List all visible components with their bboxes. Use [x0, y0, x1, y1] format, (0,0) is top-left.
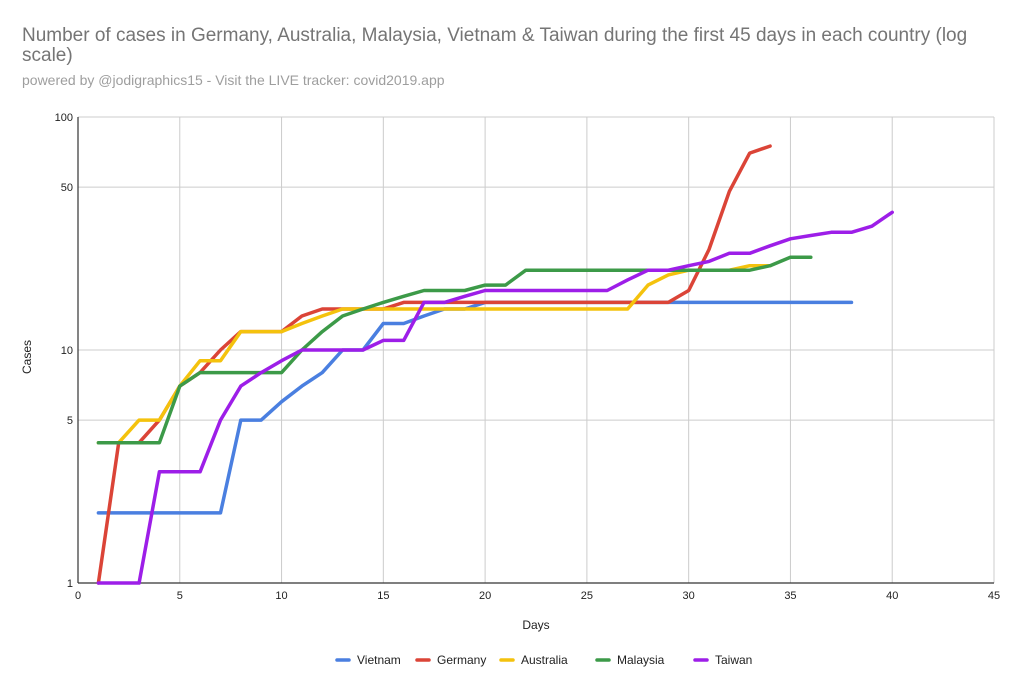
legend-label: Vietnam — [357, 653, 401, 667]
legend: Vietnam Germany Australia Malaysia Taiwan — [335, 653, 752, 667]
legend-item-taiwan[interactable]: Taiwan — [693, 653, 752, 667]
x-tick-label: 35 — [784, 590, 796, 602]
legend-label: Taiwan — [715, 653, 752, 667]
x-tick-label: 30 — [683, 590, 695, 602]
chart-subtitle: powered by @jodigraphics15 - Visit the L… — [22, 72, 445, 88]
legend-item-australia[interactable]: Australia — [499, 653, 568, 667]
chart-title: Number of cases in Germany, Australia, M… — [22, 25, 968, 66]
series-line-taiwan — [96, 210, 894, 585]
series-line-australia — [96, 263, 772, 445]
y-tick-label: 50 — [61, 182, 73, 194]
x-axis-label: Days — [522, 618, 549, 632]
x-tick-label: 0 — [75, 590, 81, 602]
series-line-vietnam — [96, 300, 854, 515]
x-tick-label: 45 — [988, 590, 1000, 602]
y-tick-label: 1 — [67, 578, 73, 590]
x-tick-label: 15 — [377, 590, 389, 602]
x-tick-label: 40 — [886, 590, 898, 602]
y-tick-label: 5 — [67, 415, 73, 427]
axes — [77, 117, 994, 584]
grid-lines — [78, 116, 995, 583]
x-tick-label: 5 — [177, 590, 183, 602]
series-layer — [96, 144, 894, 585]
x-tick-label: 20 — [479, 590, 491, 602]
legend-item-vietnam[interactable]: Vietnam — [335, 653, 401, 667]
series-line-malaysia — [96, 255, 813, 445]
legend-label: Australia — [521, 653, 568, 667]
x-tick-label: 10 — [275, 590, 287, 602]
legend-item-malaysia[interactable]: Malaysia — [595, 653, 665, 667]
y-tick-label: 100 — [55, 112, 73, 124]
y-axis-label: Cases — [20, 340, 34, 374]
legend-label: Malaysia — [617, 653, 665, 667]
legend-label: Germany — [437, 653, 486, 667]
x-tick-label: 25 — [581, 590, 593, 602]
y-tick-label: 10 — [61, 345, 73, 357]
legend-item-germany[interactable]: Germany — [415, 653, 486, 667]
